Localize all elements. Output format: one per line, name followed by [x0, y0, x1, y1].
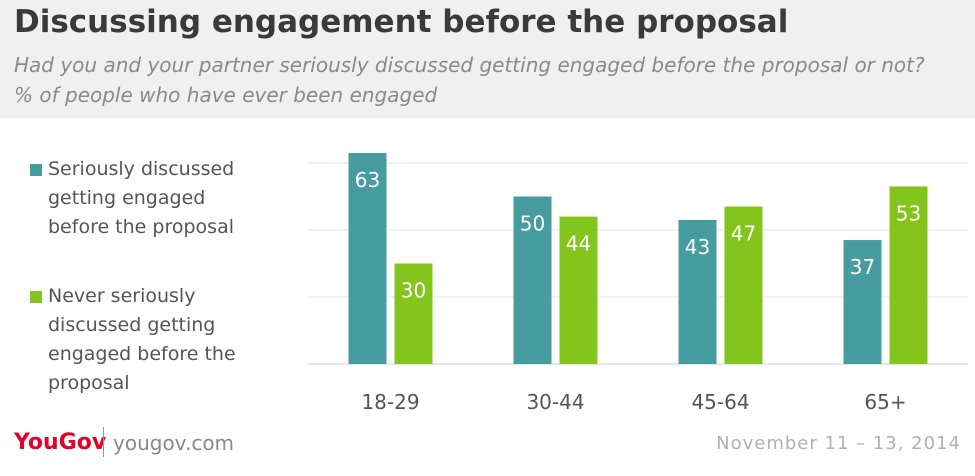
- subtitle-question: Had you and your partner seriously discu…: [14, 53, 925, 77]
- legend-label-discussed: Seriously discussed getting engaged befo…: [48, 158, 235, 238]
- data-label: 37: [850, 255, 875, 279]
- legend-swatch-discussed: [30, 164, 42, 176]
- footer-site: yougov.com: [113, 431, 235, 455]
- x-tick-label: 18-29: [361, 390, 419, 414]
- data-label: 63: [355, 168, 380, 192]
- legend: Seriously discussed getting engaged befo…: [30, 155, 270, 398]
- legend-item-discussed: Seriously discussed getting engaged befo…: [30, 155, 270, 242]
- bar-discussed-45-64: [678, 219, 717, 364]
- data-label: 43: [685, 235, 710, 259]
- data-label: 30: [401, 279, 426, 303]
- bar-discussed-30-44: [513, 196, 552, 364]
- footer-divider: [103, 427, 104, 457]
- x-tick-label: 45-64: [691, 390, 749, 414]
- chart-title: Discussing engagement before the proposa…: [14, 4, 789, 40]
- subtitle-base: % of people who have ever been engaged: [14, 83, 438, 107]
- data-label: 53: [896, 201, 921, 225]
- footer-date: November 11 – 13, 2014: [716, 433, 961, 454]
- bar-discussed-65+: [843, 240, 882, 364]
- yougov-logo: YouGov: [14, 430, 107, 455]
- bar-never-discussed-18-29: [394, 263, 433, 364]
- bar-discussed-18-29: [348, 152, 387, 364]
- bar-never-discussed-65+: [889, 186, 928, 364]
- x-tick-label: 65+: [864, 390, 906, 414]
- legend-label-never-discussed: Never seriously discussed getting engage…: [48, 285, 236, 394]
- bar-never-discussed-45-64: [724, 206, 763, 364]
- data-label: 50: [520, 212, 545, 236]
- data-label: 44: [566, 232, 591, 256]
- data-label: 47: [731, 222, 756, 246]
- chart-subtitle: Had you and your partner seriously discu…: [14, 50, 925, 110]
- legend-item-never-discussed: Never seriously discussed getting engage…: [30, 282, 270, 398]
- bar-never-discussed-30-44: [559, 216, 598, 364]
- x-tick-label: 30-44: [526, 390, 584, 414]
- header-band: [0, 0, 975, 118]
- legend-swatch-never-discussed: [30, 291, 42, 303]
